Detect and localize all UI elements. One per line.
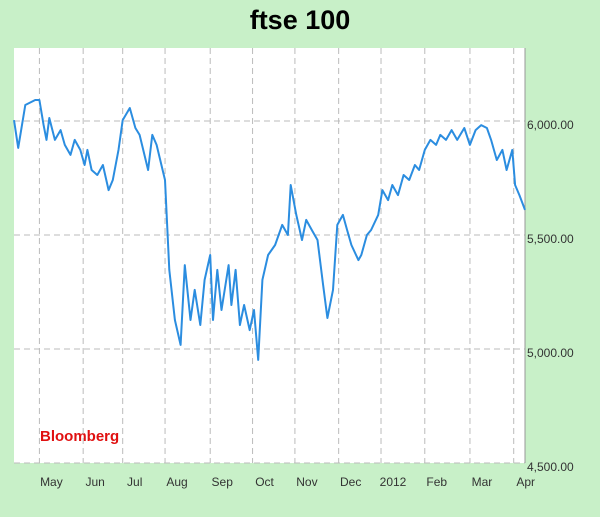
chart-title: ftse 100 xyxy=(250,5,351,35)
x-tick-label: May xyxy=(40,475,63,489)
x-tick-label: Dec xyxy=(340,475,361,489)
x-tick-label: Aug xyxy=(166,475,187,489)
x-tick-label: Apr xyxy=(516,475,535,489)
y-tick-label: 5,500.00 xyxy=(527,232,574,246)
x-tick-label: Mar xyxy=(472,475,493,489)
x-tick-label: Feb xyxy=(426,475,447,489)
x-tick-label: Oct xyxy=(255,475,274,489)
y-tick-label: 4,500.00 xyxy=(527,460,574,474)
x-tick-label: Sep xyxy=(212,475,234,489)
y-tick-label: 5,000.00 xyxy=(527,346,574,360)
x-tick-label: Jun xyxy=(85,475,104,489)
y-tick-label: 6,000.00 xyxy=(527,118,574,132)
x-tick-label: Nov xyxy=(296,475,317,489)
x-tick-label: 2012 xyxy=(380,475,407,489)
data-line xyxy=(13,99,526,361)
plot-area xyxy=(14,48,525,463)
x-tick-label: Jul xyxy=(127,475,142,489)
annotation: Bloomberg xyxy=(40,428,119,445)
